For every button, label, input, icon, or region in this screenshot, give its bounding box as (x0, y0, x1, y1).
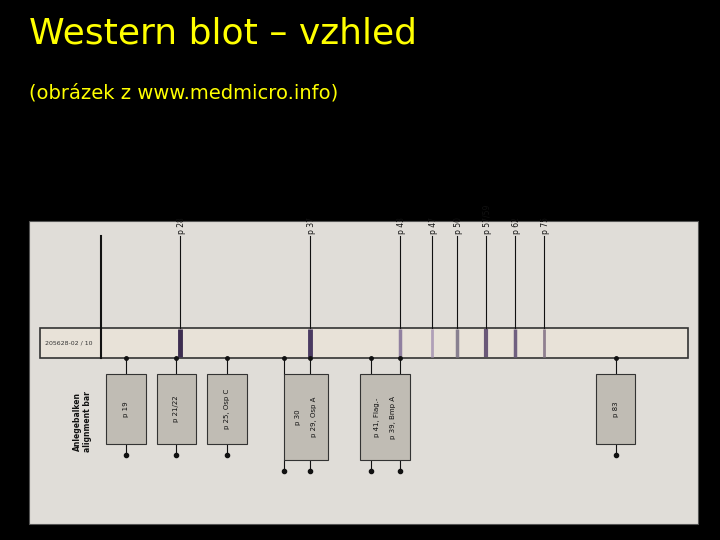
Text: p 43: p 43 (397, 217, 405, 233)
Text: p 39, Bmp A: p 39, Bmp A (390, 396, 396, 438)
Text: p 21/22: p 21/22 (174, 396, 179, 422)
Text: (obrázek z www.medmicro.info): (obrázek z www.medmicro.info) (29, 84, 338, 103)
Bar (157, 374, 196, 444)
Text: p 83: p 83 (613, 401, 618, 417)
Text: p 47: p 47 (429, 217, 438, 233)
Text: p 28: p 28 (177, 217, 186, 233)
Bar (596, 374, 635, 444)
Text: p 62: p 62 (512, 217, 521, 233)
Bar (107, 374, 145, 444)
Text: p 25, Osp C: p 25, Osp C (224, 389, 230, 429)
Bar (207, 374, 246, 444)
Text: Anlegebalken
alignment bar: Anlegebalken alignment bar (73, 391, 92, 451)
Text: 205628-02 / 10: 205628-02 / 10 (45, 340, 93, 346)
Text: p 19: p 19 (123, 401, 129, 417)
Text: Western blot – vzhled: Western blot – vzhled (29, 16, 417, 50)
Text: p 75: p 75 (541, 217, 549, 233)
Bar (360, 374, 410, 460)
Text: p 50: p 50 (454, 217, 463, 233)
Text: p 57/59: p 57/59 (483, 204, 492, 233)
Text: p 37: p 37 (307, 217, 315, 233)
Text: p 41, Flag.-: p 41, Flag.- (374, 397, 380, 437)
Text: p 30: p 30 (295, 409, 301, 425)
Bar (284, 374, 328, 460)
Text: p 29, Osp A: p 29, Osp A (311, 397, 317, 437)
Bar (40, 328, 688, 358)
Bar (29, 221, 698, 524)
